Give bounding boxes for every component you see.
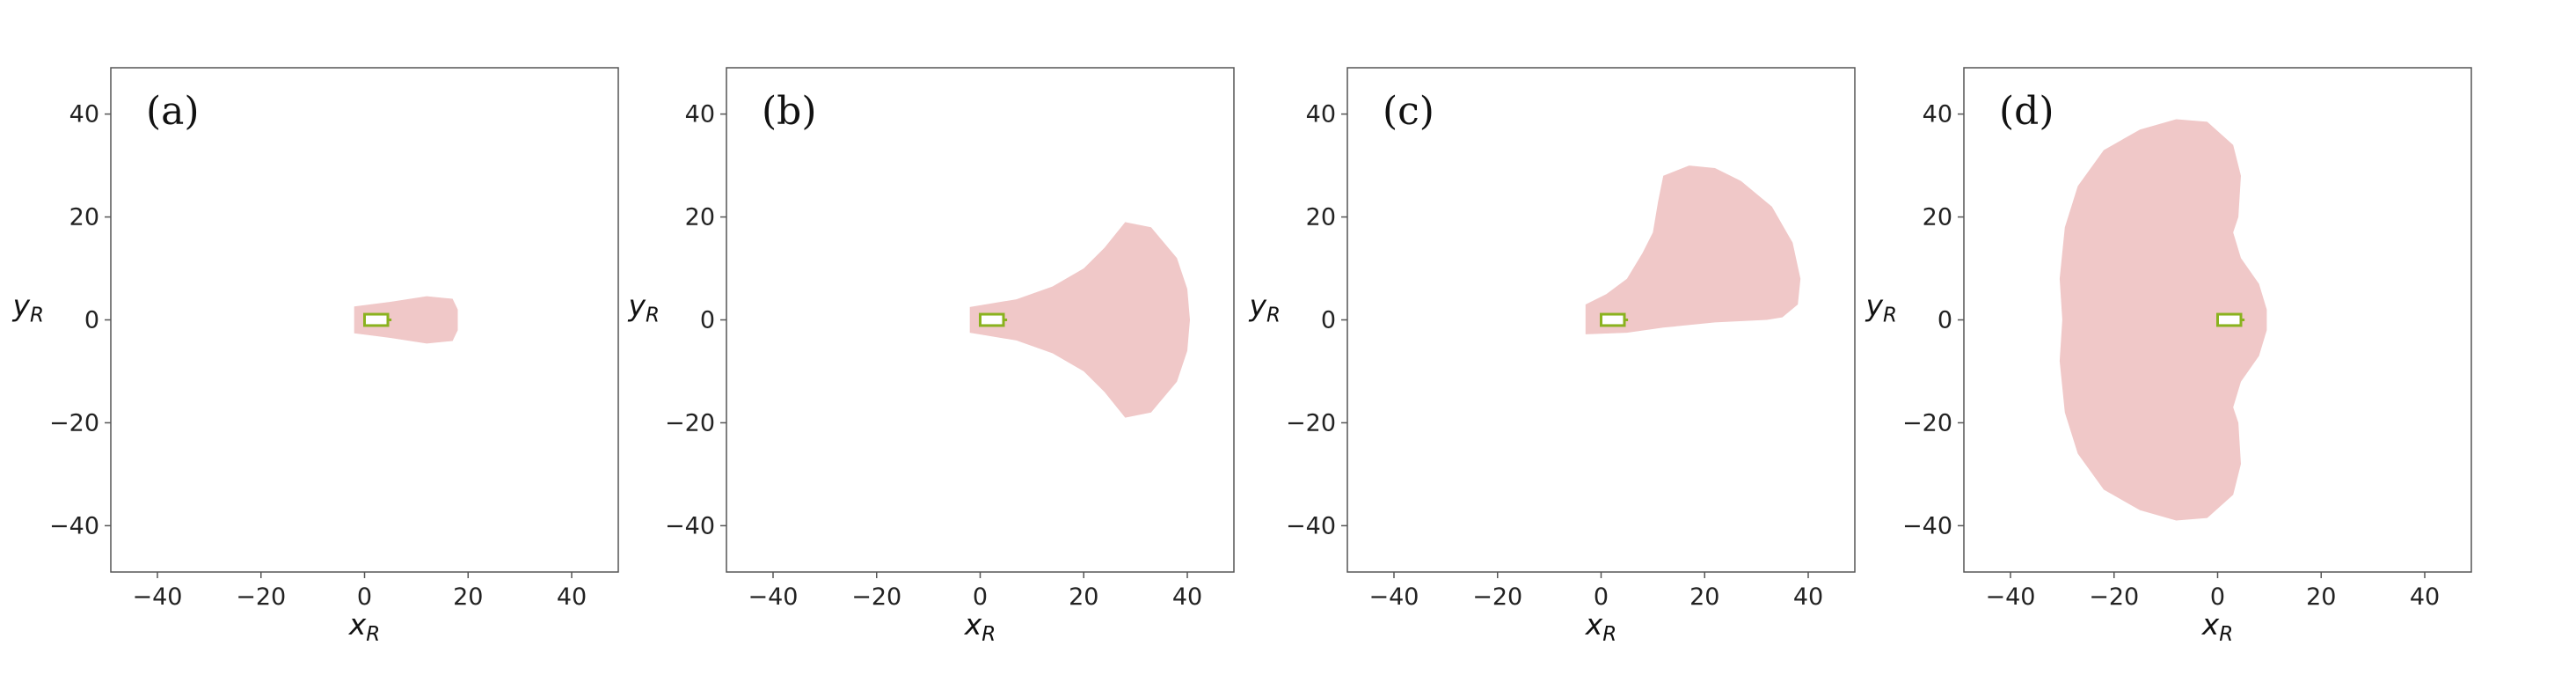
- x-tick-label: 40: [2410, 583, 2440, 611]
- panel-label: (a): [146, 89, 200, 134]
- x-axis-label: xR: [2201, 607, 2234, 646]
- x-tick-label: 20: [1689, 583, 1719, 611]
- x-axis-label: xR: [348, 607, 381, 646]
- x-tick-label: −40: [132, 583, 182, 611]
- y-tick-label: 20: [1306, 204, 1336, 231]
- x-tick-label: −20: [236, 583, 286, 611]
- x-tick-label: 20: [2306, 583, 2336, 611]
- x-tick-label: 20: [1069, 583, 1098, 611]
- y-tick-label: −20: [1902, 409, 1952, 436]
- vehicle-box: [979, 312, 1005, 327]
- chart-panel-3: −40 −20 0 20 40 −40 −20 0 20 40 (c) xR yR: [1248, 67, 1856, 646]
- y-tick-label: −40: [665, 512, 715, 539]
- y-tick-label: 40: [69, 101, 99, 128]
- y-tick-label: 40: [1923, 101, 1952, 128]
- y-tick-label: −20: [49, 409, 99, 436]
- y-tick-label: 0: [700, 307, 715, 334]
- y-tick-label: 20: [69, 204, 99, 231]
- x-tick-label: 0: [973, 583, 988, 611]
- y-tick-label: −40: [1286, 512, 1336, 539]
- y-tick-label: 0: [1937, 307, 1952, 334]
- y-tick-label: 20: [685, 204, 715, 231]
- chart-panel-1: −40 −20 0 20 40 −40 −20 0 20 40 (a) xR yR: [11, 67, 619, 646]
- reachable-region: [354, 296, 458, 344]
- y-tick-label: 40: [1306, 101, 1336, 128]
- panel-label: (b): [762, 89, 817, 134]
- x-tick-label: −20: [1472, 583, 1522, 611]
- x-tick-label: 20: [453, 583, 483, 611]
- y-axis-label: yR: [1248, 289, 1281, 327]
- x-tick-label: 40: [1172, 583, 1202, 611]
- x-tick-label: 40: [1793, 583, 1823, 611]
- y-tick-label: 0: [1321, 307, 1336, 334]
- y-tick-label: −20: [665, 409, 715, 436]
- x-tick-label: −40: [1368, 583, 1419, 611]
- y-tick-label: 40: [685, 101, 715, 128]
- y-axis-label: yR: [1864, 289, 1897, 327]
- vehicle-box: [363, 312, 390, 327]
- y-tick-label: −20: [1286, 409, 1336, 436]
- x-tick-label: −40: [1985, 583, 2035, 611]
- y-axis-label: yR: [11, 289, 44, 327]
- y-tick-label: 20: [1923, 204, 1952, 231]
- x-tick-label: −40: [748, 583, 798, 611]
- panel-label: (d): [1999, 89, 2054, 134]
- x-axis-label: xR: [1585, 607, 1617, 646]
- x-tick-label: −20: [2089, 583, 2139, 611]
- y-tick-label: 0: [84, 307, 99, 334]
- y-tick-label: −40: [1902, 512, 1952, 539]
- y-tick-label: −40: [49, 512, 99, 539]
- reachable-region: [969, 222, 1190, 418]
- chart-panel-4: −40 −20 0 20 40 −40 −20 0 20 40 (d) xR yR: [1864, 67, 2472, 646]
- x-tick-label: 0: [2210, 583, 2225, 611]
- y-axis-label: yR: [627, 289, 660, 327]
- vehicle-box: [1600, 312, 1626, 327]
- x-tick-label: 0: [357, 583, 372, 611]
- chart-panel-2: −40 −20 0 20 40 −40 −20 0 20 40 (b) xR yR: [627, 67, 1235, 646]
- reachable-region: [2059, 119, 2267, 521]
- x-tick-label: 0: [1594, 583, 1609, 611]
- panel-label: (c): [1383, 89, 1434, 134]
- x-tick-label: 40: [557, 583, 587, 611]
- x-axis-label: xR: [964, 607, 996, 646]
- reachable-region: [1585, 165, 1801, 334]
- x-tick-label: −20: [851, 583, 901, 611]
- vehicle-box: [2216, 312, 2243, 327]
